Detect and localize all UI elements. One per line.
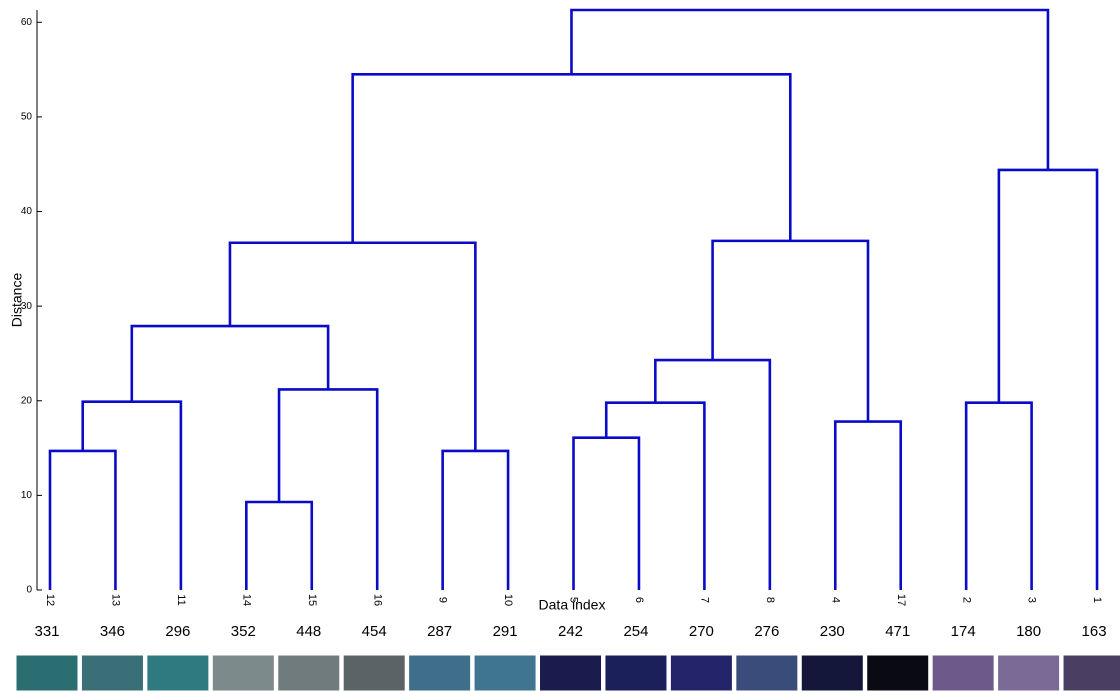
thumbnail — [800, 654, 864, 691]
thumbnail — [146, 654, 210, 691]
image-label: 254 — [623, 623, 648, 640]
image-label: 352 — [231, 623, 256, 640]
merge-link — [654, 358, 772, 590]
leaf-label: 8 — [764, 597, 776, 603]
thumbnail — [15, 654, 79, 691]
thumbnail — [473, 654, 537, 691]
leaf-label: 17 — [895, 594, 907, 606]
merge-link — [604, 401, 706, 590]
leaf-label: 11 — [175, 594, 187, 605]
image-label: 270 — [689, 623, 714, 640]
thumbnail — [342, 654, 406, 691]
y-tick-label: 40 — [21, 206, 33, 217]
merge-link — [351, 73, 792, 243]
leaf-label: 6 — [633, 597, 645, 603]
leaf-label: 7 — [698, 597, 710, 603]
merge-link — [570, 8, 1050, 170]
y-tick-label: 20 — [21, 395, 33, 406]
thumbnail — [408, 654, 472, 691]
image-label: 276 — [754, 623, 779, 640]
thumbnail — [669, 654, 733, 691]
merge-link — [130, 324, 330, 402]
thumbnail — [997, 654, 1061, 691]
leaf-label: 12 — [44, 594, 56, 606]
merge-link — [711, 239, 870, 422]
merge-link — [48, 449, 117, 590]
image-label: 230 — [820, 623, 845, 640]
leaf-label: 10 — [502, 594, 514, 606]
merge-link — [997, 168, 1099, 590]
image-label: 180 — [1016, 623, 1041, 640]
image-label: 331 — [34, 623, 59, 640]
y-tick-label: 0 — [26, 585, 32, 596]
thumbnail — [539, 654, 603, 691]
image-label: 296 — [165, 623, 190, 640]
y-tick-label: 30 — [21, 301, 33, 312]
leaf-label: 3 — [1026, 597, 1038, 603]
leaf-label: 2 — [960, 597, 972, 603]
thumbnail — [211, 654, 275, 691]
thumbnail — [931, 654, 995, 691]
image-label: 242 — [558, 623, 583, 640]
x-axis-label: Data index — [539, 597, 606, 613]
merge-link — [81, 400, 183, 590]
y-tick-label: 10 — [21, 490, 33, 501]
image-label: 163 — [1082, 623, 1107, 640]
leaf-label: 1 — [1091, 597, 1103, 603]
merge-link — [277, 388, 379, 590]
image-label: 346 — [100, 623, 125, 640]
image-label: 287 — [427, 623, 452, 640]
leaf-label: 5 — [568, 597, 580, 603]
leaf-label: 16 — [371, 594, 383, 606]
image-label: 448 — [296, 623, 321, 640]
thumbnail — [1062, 654, 1120, 691]
image-label: 174 — [951, 623, 976, 640]
merge-link — [228, 241, 477, 451]
thumbnail — [80, 654, 144, 691]
y-tick-label: 50 — [21, 112, 33, 123]
merge-link — [964, 401, 1033, 590]
leaf-label: 4 — [829, 597, 841, 603]
merge-link — [441, 449, 510, 590]
y-tick-label: 60 — [21, 17, 33, 28]
y-axis-label: Distance — [9, 273, 25, 328]
merge-link — [833, 420, 903, 590]
merge-link — [245, 500, 314, 590]
thumbnail — [277, 654, 341, 691]
leaf-label: 13 — [110, 594, 122, 606]
leaf-label: 14 — [240, 594, 252, 606]
image-label: 471 — [885, 623, 910, 640]
leaf-label: 15 — [306, 594, 318, 606]
image-label: 291 — [493, 623, 518, 640]
thumbnail — [866, 654, 930, 691]
thumbnail — [604, 654, 668, 691]
thumbnail — [735, 654, 799, 691]
image-label: 454 — [362, 623, 387, 640]
merge-link — [572, 436, 641, 590]
leaf-label: 9 — [437, 597, 449, 603]
